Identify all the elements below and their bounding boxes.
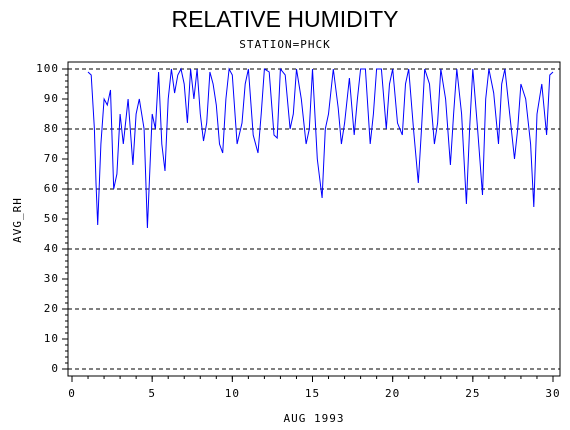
x-tick-label: 25 (465, 387, 480, 400)
chart-subtitle: STATION=PHCK (239, 38, 330, 51)
x-tick-label: 5 (148, 387, 156, 400)
y-tick-label: 70 (44, 152, 59, 165)
data-line (87, 67, 554, 229)
y-tick-label: 20 (44, 302, 59, 315)
x-tick-label: 10 (225, 387, 240, 400)
x-tick-label: 30 (545, 387, 560, 400)
y-tick-label: 0 (51, 362, 59, 375)
y-tick-label: 10 (44, 332, 59, 345)
chart-title: RELATIVE HUMIDITY (171, 6, 398, 32)
x-tick-label: 0 (68, 387, 76, 400)
x-axis-label: AUG 1993 (284, 412, 345, 425)
y-tick-label: 80 (44, 122, 59, 135)
y-tick-label: 50 (44, 212, 59, 225)
x-tick-label: 20 (385, 387, 400, 400)
y-tick-label: 90 (44, 92, 59, 105)
plot-frame (67, 61, 561, 377)
y-tick-label: 100 (36, 62, 59, 75)
x-tick-label: 15 (305, 387, 320, 400)
y-tick-label: 60 (44, 182, 59, 195)
y-axis-label: AVG_RH (11, 197, 24, 243)
y-tick-label: 40 (44, 242, 59, 255)
y-tick-label: 30 (44, 272, 59, 285)
